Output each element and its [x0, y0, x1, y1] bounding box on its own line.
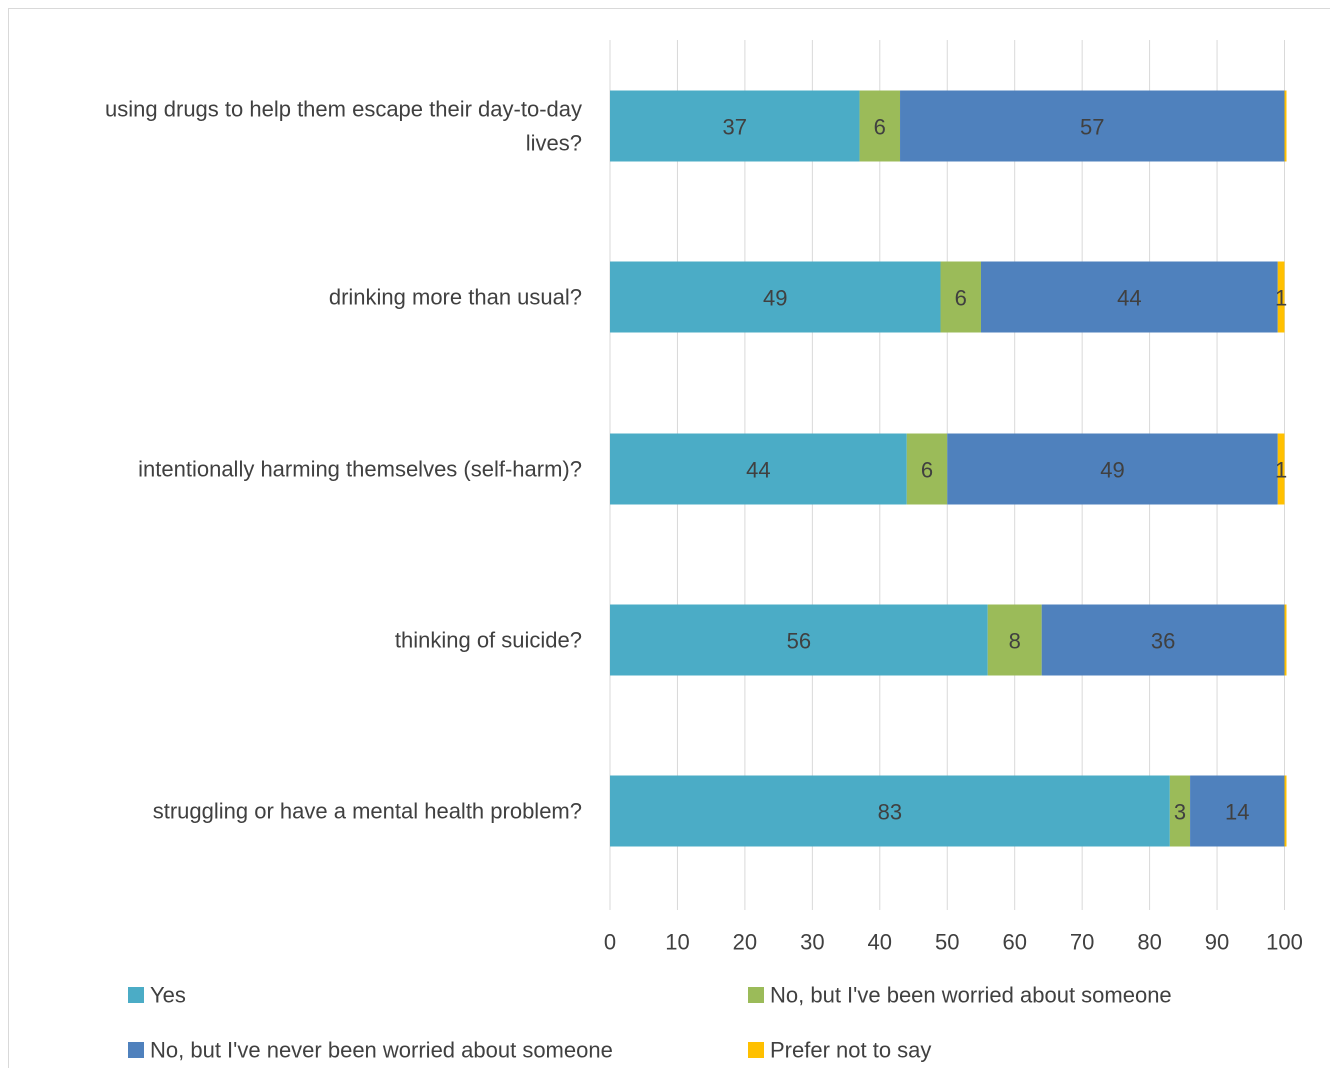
x-tick-label: 80	[1137, 930, 1161, 955]
data-label: 83	[878, 800, 902, 825]
bar-segment	[1284, 90, 1287, 162]
x-tick-label: 20	[733, 930, 757, 955]
category-label: intentionally harming themselves (self-h…	[138, 457, 582, 482]
x-tick-label: 60	[1002, 930, 1026, 955]
legend-swatch	[748, 1042, 764, 1058]
bar-segment	[900, 90, 1285, 162]
x-tick-label: 40	[868, 930, 892, 955]
chart-frame	[8, 8, 1330, 1068]
data-label: 1	[1275, 286, 1287, 311]
data-label: 3	[1174, 800, 1186, 825]
bar-segment	[610, 90, 860, 162]
legend: Yes No, but I've been worried about someo…	[128, 983, 1172, 1063]
bar-segment	[1190, 775, 1285, 847]
category-label: thinking of suicide?	[395, 628, 582, 653]
bar-segment	[980, 261, 1278, 333]
data-label: 1	[1275, 458, 1287, 483]
bar-segment	[1277, 433, 1285, 505]
x-tick-labels: 0 10 20 30 40 50 60 70 80 90 100	[604, 930, 1303, 955]
x-tick-label: 100	[1266, 930, 1303, 955]
bar-segment	[1277, 261, 1285, 333]
bar-segment	[610, 775, 1170, 847]
legend-swatch	[748, 987, 764, 1003]
x-tick-label: 90	[1205, 930, 1229, 955]
legend-label: No, but I've been worried about someone	[770, 983, 1172, 1008]
bar-segment	[610, 433, 907, 505]
bar-segment	[859, 90, 901, 162]
x-tick-label: 30	[800, 930, 824, 955]
bar-segment	[610, 604, 988, 676]
legend-label: Prefer not to say	[770, 1038, 931, 1063]
bar-segment	[1169, 775, 1191, 847]
category-label: using drugs to help them escape their da…	[105, 97, 582, 122]
data-label: 6	[921, 458, 933, 483]
category-labels: using drugs to help them escape their da…	[105, 97, 582, 824]
bar-segment	[940, 261, 981, 333]
data-label: 44	[1117, 286, 1141, 311]
data-label: 8	[1009, 629, 1021, 654]
data-label: 44	[746, 458, 770, 483]
data-label: 36	[1151, 629, 1175, 654]
category-label: drinking more than usual?	[329, 285, 582, 310]
bar-segment	[1041, 604, 1285, 676]
category-label: struggling or have a mental health probl…	[153, 799, 582, 824]
x-tick-label: 10	[665, 930, 689, 955]
bar-segment	[987, 604, 1042, 676]
data-label: 49	[1100, 458, 1124, 483]
data-label: 37	[723, 115, 747, 140]
legend-label: Yes	[150, 983, 186, 1008]
data-label: 56	[787, 629, 811, 654]
x-tick-label: 50	[935, 930, 959, 955]
bar-segment	[1284, 775, 1287, 847]
data-label: 6	[874, 115, 886, 140]
legend-swatch	[128, 1042, 144, 1058]
legend-label: No, but I've never been worried about so…	[150, 1038, 613, 1063]
x-tick-label: 0	[604, 930, 616, 955]
bar-segment	[610, 261, 941, 333]
data-label: 49	[763, 286, 787, 311]
data-label: 57	[1080, 115, 1104, 140]
data-label: 6	[955, 286, 967, 311]
data-labels: 37 6 57 49 6 44 1 44 6 49 1 56 8 36 83 3 14	[723, 115, 1288, 825]
bar-segment	[1284, 604, 1287, 676]
bar-segment	[947, 433, 1278, 505]
legend-swatch	[128, 987, 144, 1003]
bar-segment	[906, 433, 948, 505]
data-label: 14	[1225, 800, 1249, 825]
category-label: lives?	[526, 131, 582, 156]
bars	[610, 90, 1287, 847]
x-tick-label: 70	[1070, 930, 1094, 955]
